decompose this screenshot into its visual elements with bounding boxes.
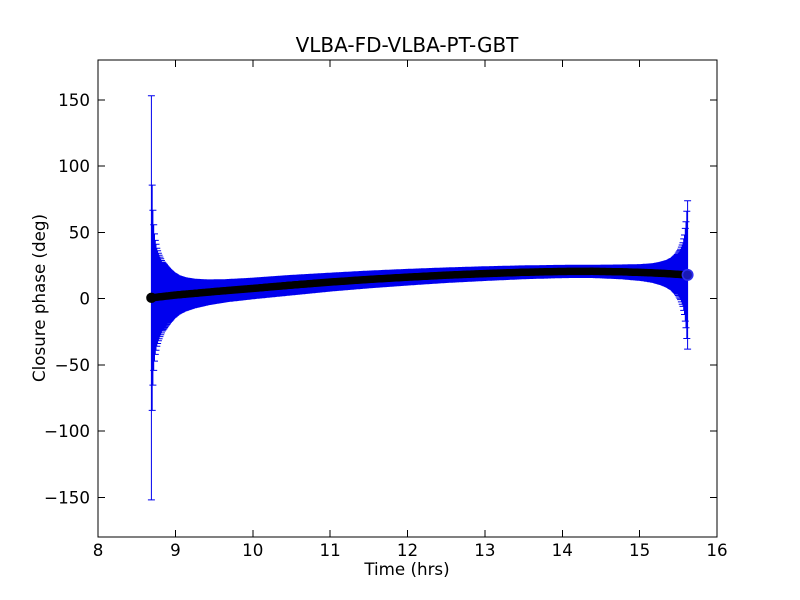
- x-tick-label-14: 14: [552, 540, 573, 560]
- x-tick-label-16: 16: [706, 540, 727, 560]
- plot-graphics: 8 9 10 11 12 13 14 15 16 150 100 50 0 −50 −100 −150: [44, 59, 728, 560]
- x-tick-label-15: 15: [629, 540, 650, 560]
- x-tick-label-10: 10: [242, 540, 263, 560]
- x-tick-label-13: 13: [474, 540, 495, 560]
- last-data-point-marker: [681, 268, 694, 281]
- x-tick-label-12: 12: [397, 540, 418, 560]
- y-tick-label-−100: −100: [44, 421, 90, 441]
- fit-line: [147, 267, 691, 302]
- y-axis-label: Closure phase (deg): [29, 214, 49, 382]
- y-tick-label-50: 50: [69, 222, 90, 242]
- y-tick-label-0: 0: [79, 289, 90, 309]
- x-axis-label: Time (hrs): [363, 559, 449, 579]
- chart-title: VLBA-FD-VLBA-PT-GBT: [296, 33, 520, 57]
- error-bar-series: [147, 95, 692, 501]
- first-data-point-marker: [146, 292, 157, 304]
- y-tick-label-150: 150: [58, 90, 90, 110]
- x-tick-label-9: 9: [170, 540, 181, 560]
- y-tick-label-100: 100: [58, 156, 90, 176]
- x-tick-label-11: 11: [320, 540, 341, 560]
- y-tick-label-−50: −50: [55, 355, 90, 375]
- y-tick-label-−150: −150: [44, 487, 90, 507]
- x-tick-label-8: 8: [93, 540, 104, 560]
